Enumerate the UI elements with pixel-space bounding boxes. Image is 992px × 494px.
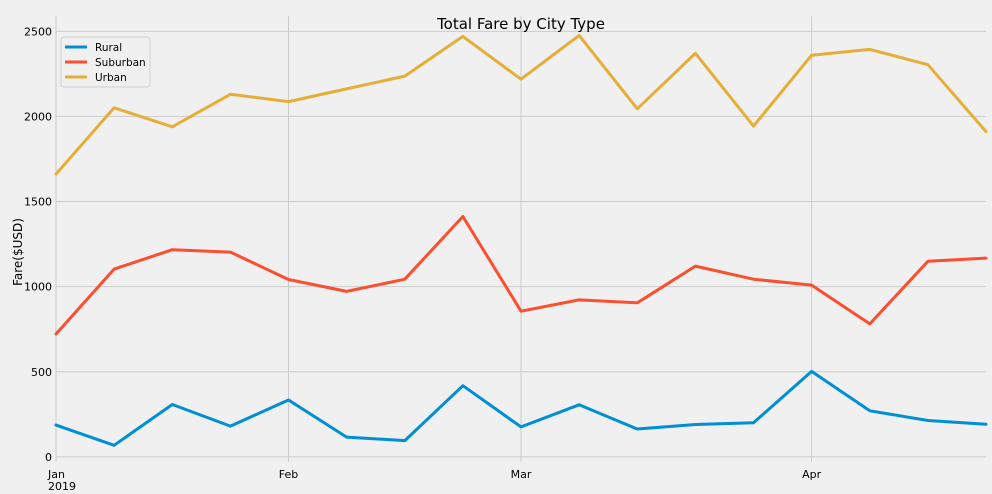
y-axis-label: Fare($USD) — [11, 218, 25, 286]
y-tick-label: 1000 — [24, 281, 52, 294]
x-tick-label: Mar — [511, 468, 532, 481]
legend-label-suburban: Suburban — [95, 57, 146, 69]
x-tick-label: Apr — [802, 468, 822, 481]
y-axis: 0 500 1000 1500 2000 2500 — [24, 25, 52, 464]
legend-box — [60, 36, 151, 88]
series-line-suburban — [54, 215, 988, 336]
y-tick-label: 2000 — [24, 110, 52, 123]
series-lines — [54, 33, 988, 447]
y-tick-label: 500 — [31, 366, 52, 379]
y-tick-label: 0 — [45, 451, 52, 464]
chart-title: Total Fare by City Type — [436, 15, 605, 33]
legend: Rural Suburban Urban — [60, 36, 151, 88]
series-line-urban — [54, 33, 988, 176]
x-tick-sublabel: 2019 — [48, 480, 76, 493]
x-tick-label: Jan — [47, 468, 65, 481]
series-line-rural — [54, 369, 988, 447]
grid — [55, 16, 986, 462]
y-tick-label: 2500 — [24, 25, 52, 38]
legend-label-urban: Urban — [95, 72, 127, 84]
y-tick-label: 1500 — [24, 196, 52, 209]
x-tick-label: Feb — [279, 468, 298, 481]
legend-label-rural: Rural — [95, 42, 122, 54]
